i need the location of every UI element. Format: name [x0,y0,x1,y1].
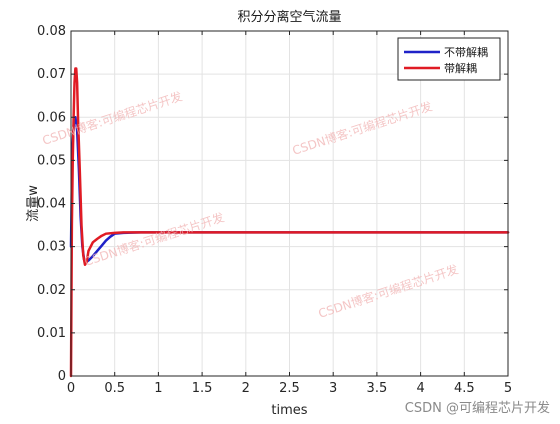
y-tick-label: 0.08 [37,24,66,39]
x-tick-label: 2 [242,381,250,396]
x-tick-label: 3.5 [367,381,388,396]
x-tick-label: 0 [67,381,75,396]
y-tick-label: 0.02 [37,283,66,298]
series-layer [69,67,510,378]
x-tick-label: 5 [504,381,512,396]
legend: 不带解耦 带解耦 [397,37,501,81]
y-tick-label: 0.03 [37,240,66,255]
x-tick-label: 4 [416,381,424,396]
footer-watermark: CSDN @可编程芯片开发 [405,400,550,416]
y-axis-label: 流量w [26,185,41,222]
x-tick-label: 0.5 [104,381,125,396]
x-tick-label: 4.5 [454,381,475,396]
x-tick-label: 3 [329,381,337,396]
y-tick-label: 0.07 [37,67,66,82]
y-tick-label: 0 [58,369,66,384]
y-tick-label: 0.05 [37,153,66,168]
chart-title: 积分分离空气流量 [237,9,341,25]
x-axis-label: times [271,403,307,418]
legend-box [397,37,501,81]
legend-label-series-1: 不带解耦 [444,45,488,59]
legend-label-series-2: 带解耦 [444,61,477,75]
x-tick-label: 1 [154,381,162,396]
tick-layer: 0 0.5 1 1.5 2 2.5 3 3.5 4 4.5 5 0 0.01 0.02 0.03 0.04 0.… [37,24,512,396]
y-tick-label: 0.04 [37,197,66,212]
y-tick-label: 0.01 [37,326,66,341]
x-tick-label: 1.5 [192,381,213,396]
y-tick-label: 0.06 [37,110,66,125]
x-tick-label: 2.5 [279,381,300,396]
series-line-2 [69,67,510,378]
